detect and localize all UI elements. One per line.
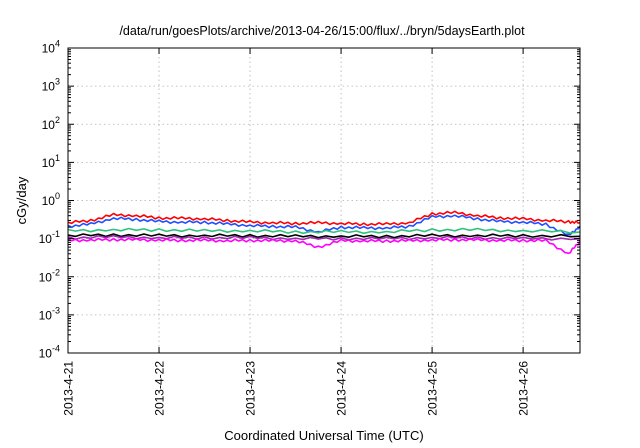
x-tick-label: 2013-4-24 xyxy=(335,361,349,416)
x-tick-labels: 2013-4-21 2013-4-22 2013-4-23 2013-4-24 2013… xyxy=(62,361,531,416)
y-tick-label-base: 10 xyxy=(42,80,56,94)
y-tick-label: 10-4 xyxy=(39,344,60,361)
y-tick-label: 10-1 xyxy=(39,229,60,246)
y-tick-label-base: 10 xyxy=(42,118,56,132)
y-tick-label-exponent: 3 xyxy=(55,77,60,87)
y-tick-label-base: 10 xyxy=(42,194,56,208)
axis-ticks xyxy=(67,47,580,354)
series-line-1 xyxy=(67,210,581,227)
y-axis-title: cGy/day xyxy=(14,176,29,224)
y-tick-label: 10-3 xyxy=(39,305,60,322)
y-tick-label: 102 xyxy=(42,115,60,132)
y-tick-label-base: 10 xyxy=(42,156,56,170)
grid xyxy=(68,48,580,353)
y-tick-label: 104 xyxy=(42,39,60,56)
y-tick-label: 100 xyxy=(42,191,60,208)
y-tick-label: 103 xyxy=(42,77,60,94)
y-tick-label-exponent: -2 xyxy=(52,267,60,277)
y-tick-label-base: 10 xyxy=(39,347,53,361)
y-tick-label-base: 10 xyxy=(39,308,53,322)
y-tick-label-base: 10 xyxy=(42,42,56,56)
y-tick-label-exponent: -4 xyxy=(52,344,60,354)
y-tick-label-base: 10 xyxy=(39,232,53,246)
y-tick-label-exponent: 1 xyxy=(55,153,60,163)
y-tick-label-exponent: -1 xyxy=(52,229,60,239)
series-group xyxy=(67,210,581,255)
x-tick-label: 2013-4-22 xyxy=(153,361,167,416)
y-tick-label-exponent: 2 xyxy=(55,115,60,125)
chart-title: /data/run/goesPlots/archive/2013-04-26/1… xyxy=(119,24,525,38)
series-line-6 xyxy=(67,237,581,255)
y-tick-label: 101 xyxy=(42,153,60,170)
x-tick-label: 2013-4-21 xyxy=(62,361,76,416)
series-line-3 xyxy=(67,227,581,235)
series-line-2 xyxy=(67,214,581,236)
x-tick-label: 2013-4-26 xyxy=(517,361,531,416)
y-tick-label: 10-2 xyxy=(39,267,60,284)
y-tick-label-exponent: -3 xyxy=(52,305,60,315)
y-tick-label-base: 10 xyxy=(39,270,53,284)
x-tick-label: 2013-4-25 xyxy=(426,361,440,416)
y-tick-label-exponent: 0 xyxy=(55,191,60,201)
x-axis-title: Coordinated Universal Time (UTC) xyxy=(224,428,423,443)
x-tick-label: 2013-4-23 xyxy=(244,361,258,416)
y-tick-label-exponent: 4 xyxy=(55,39,60,49)
series-line-4 xyxy=(67,233,581,239)
